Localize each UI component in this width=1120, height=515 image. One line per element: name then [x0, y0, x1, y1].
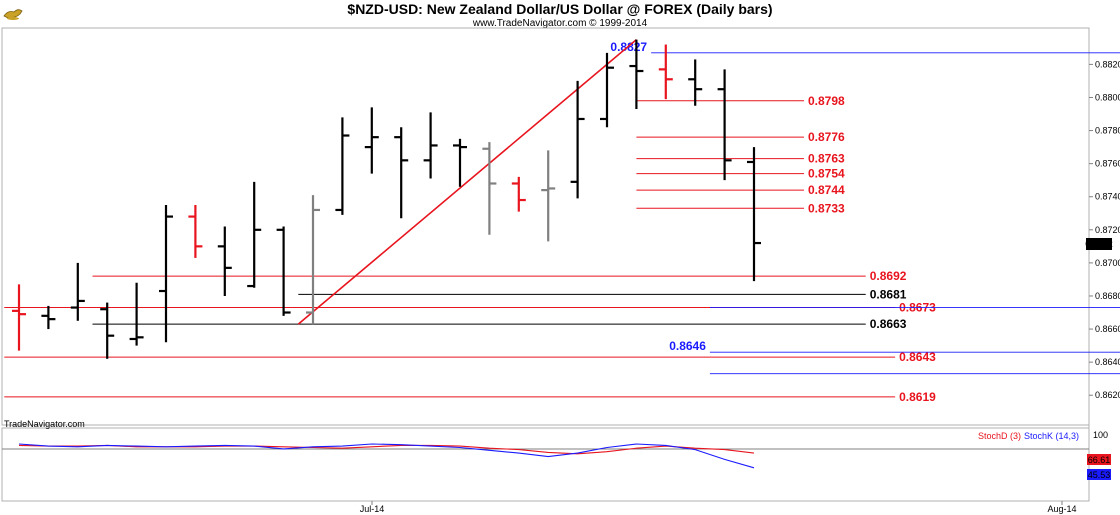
stochd-value: 66.61 [1088, 455, 1111, 465]
price-tick-label: 0.8700 [1095, 258, 1120, 268]
trendline [297, 38, 637, 325]
last-price-marker [1086, 238, 1112, 250]
chart-subtitle: www.TradeNavigator.com © 1999-2014 [472, 18, 648, 29]
chart-title: $NZD-USD: New Zealand Dollar/US Dollar @… [347, 1, 772, 17]
ohlc-bar [570, 80, 585, 199]
level-label: 0.8798 [808, 94, 845, 108]
level-label: 0.8643 [899, 350, 936, 364]
ohlc-bar [159, 204, 173, 343]
ohlc-bar [600, 52, 614, 128]
price-tick-label: 0.8760 [1095, 159, 1120, 169]
ohlc-bar [335, 117, 350, 215]
level-label: 0.8744 [808, 183, 845, 197]
indicator-panel-frame [1, 427, 1090, 502]
level-label: 0.8681 [870, 287, 907, 301]
last-price-label: 0.8712 [1085, 239, 1113, 249]
level-label: 0.8692 [870, 269, 907, 283]
level-label: 0.8763 [808, 152, 845, 166]
stochd-label: StochD (3) [978, 431, 1021, 441]
price-tick-label: 0.8780 [1095, 126, 1120, 136]
level-label: 0.8776 [808, 130, 845, 144]
ohlc-bar [276, 226, 291, 316]
stochd-value-marker [1087, 454, 1111, 465]
stochd-line [18, 444, 755, 455]
price-tick-label: 0.8820 [1095, 59, 1120, 69]
ohlc-bar [747, 147, 761, 282]
price-tick-label: 0.8720 [1095, 225, 1120, 235]
level-label: 0.8646 [669, 339, 706, 353]
ohlc-bar [453, 138, 467, 187]
time-tick-label: Aug-14 [1047, 504, 1076, 514]
indicator-axis-top: 100 [1093, 430, 1108, 440]
price-tick-label: 0.8660 [1095, 324, 1120, 334]
price-tick-label: 0.8740 [1095, 192, 1120, 202]
stochk-label: StochK (14,3) [1024, 431, 1079, 441]
ohlc-bar [100, 302, 115, 359]
level-lines: 0.88270.87980.87760.87630.87540.87440.87… [4, 40, 1120, 404]
ohlc-bar [423, 112, 438, 179]
ohlc-bar [482, 142, 497, 235]
ohlc-bar [247, 181, 262, 288]
price-tick-label: 0.8640 [1095, 357, 1120, 367]
ohlc-bar [306, 195, 320, 325]
price-axis-ticks: 0.8620 0.8640 0.8660 0.8680 0.8700 0.8720 0.87… [1089, 59, 1120, 400]
level-label: 0.8733 [808, 201, 845, 215]
stochk-value-marker [1087, 469, 1111, 480]
genie-lamp-icon [2, 2, 24, 21]
stochk-value: 45.53 [1088, 470, 1111, 480]
ohlc-bar [394, 127, 409, 219]
ohlc-bar [12, 284, 26, 351]
stochk-line [18, 443, 755, 469]
stochastic-lines [18, 443, 755, 469]
ohlc-bar [364, 107, 379, 174]
time-axis-ticks: Jul-14 Aug-14 [360, 501, 1077, 514]
ohlc-bar [70, 262, 85, 321]
ohlc-bar [41, 305, 56, 330]
time-tick-label: Jul-14 [360, 504, 385, 514]
ohlc-bar [129, 282, 144, 346]
price-tick-label: 0.8800 [1095, 92, 1120, 102]
ohlc-bar [658, 44, 673, 100]
ohlc-bar [541, 150, 556, 242]
ohlc-bar [188, 204, 203, 258]
ohlc-bar [629, 39, 644, 110]
watermark-label: TradeNavigator.com [4, 419, 85, 429]
ohlc-bar [217, 226, 232, 296]
price-tick-label: 0.8620 [1095, 390, 1120, 400]
level-label: 0.8619 [899, 390, 936, 404]
price-tick-label: 0.8680 [1095, 291, 1120, 301]
ohlc-bar [511, 176, 526, 212]
level-label: 0.8663 [870, 317, 907, 331]
trendline-group [297, 38, 637, 325]
level-label: 0.8754 [808, 167, 845, 181]
ohlc-bar [717, 69, 732, 181]
ohlc-bar [688, 59, 703, 106]
price-bars [12, 39, 761, 359]
